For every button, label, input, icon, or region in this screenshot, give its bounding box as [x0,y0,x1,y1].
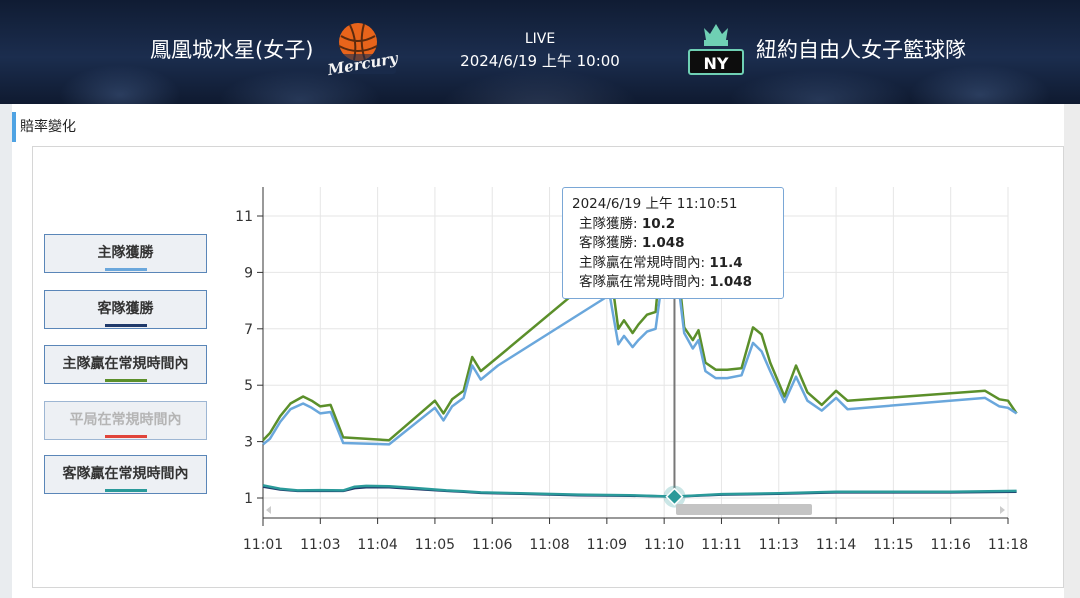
y-tick-label: 5 [244,378,253,394]
panel-title: 賠率變化 [12,112,76,142]
x-tick-label: 11:11 [701,537,741,553]
y-tick-label: 7 [244,322,253,338]
legend-label: 主隊獲勝 [97,245,154,261]
x-tick-label: 11:03 [300,537,340,553]
match-datetime: 2024/6/19 上午 10:00 [460,52,620,70]
legend-swatch [104,435,147,438]
y-tick-label: 3 [244,435,253,451]
legend-toggle-button[interactable]: 主隊贏在常規時間內 [44,345,207,384]
legend-toggle-button[interactable]: 客隊贏在常規時間內 [44,455,207,494]
svg-text:NY: NY [704,54,729,73]
legend-label: 主隊贏在常規時間內 [62,356,189,372]
live-badge: LIVE [524,31,556,47]
scroll-right-arrow [1000,506,1005,514]
scroll-left-arrow [266,506,271,514]
y-tick-label: 9 [244,265,253,281]
tooltip-row: 主隊獲勝: 10.2 [579,215,676,232]
legend-label: 客隊贏在常規時間內 [62,466,189,482]
legend-swatch [104,379,147,382]
series-line [262,484,1017,498]
y-tick-label: 1 [244,491,253,507]
hover-marker [665,487,684,506]
x-tick-label: 11:06 [472,537,512,553]
x-tick-label: 11:18 [988,537,1028,553]
y-tick-label: 11 [235,209,253,225]
x-tick-label: 11:13 [759,537,799,553]
legend-toggle-button[interactable]: 主隊獲勝 [44,234,207,273]
series-line [262,214,1018,442]
scrollbar-thumb[interactable] [676,504,812,515]
x-tick-label: 11:04 [357,537,397,553]
match-header: 鳳凰城水星(女子) Mercury LIVE 2024/6/19 上午 10:0… [0,0,1080,104]
legend-swatch [104,489,147,492]
tooltip-row: 客隊獲勝: 1.048 [579,235,685,251]
tooltip-row: 客隊贏在常規時間內: 1.048 [579,274,753,290]
legend-toggle-button[interactable]: 平局在常規時間內 [44,401,207,440]
mercury-logo: Mercury [328,23,398,79]
x-tick-label: 11:14 [816,537,856,553]
legend-label: 平局在常規時間內 [69,412,182,428]
liberty-logo: NY [688,24,744,75]
x-tick-label: 11:01 [243,537,283,553]
legend-swatch [104,324,147,327]
away-team-name: 紐約自由人女子籃球隊 [756,38,966,62]
x-tick-label: 11:09 [587,537,627,553]
series-line [262,237,1018,446]
x-tick-label: 11:08 [529,537,569,553]
x-tick-label: 11:15 [873,537,913,553]
tooltip-row: 主隊贏在常規時間內: 11.4 [579,254,743,271]
tooltip-time: 2024/6/19 上午 11:10:51 [572,196,738,212]
x-tick-label: 11:05 [415,537,455,553]
legend-label: 客隊獲勝 [97,301,154,317]
x-tick-label: 11:16 [931,537,971,553]
scroll-gutter [1064,104,1080,598]
home-team-name: 鳳凰城水星(女子) [150,38,314,62]
legend-swatch [104,268,147,271]
x-tick-label: 11:10 [644,537,684,553]
legend-toggle-button[interactable]: 客隊獲勝 [44,290,207,329]
chart-tooltip: 2024/6/19 上午 11:10:51 主隊獲勝: 10.2 客隊獲勝: 1… [562,187,784,299]
crowd-background [0,0,1080,104]
